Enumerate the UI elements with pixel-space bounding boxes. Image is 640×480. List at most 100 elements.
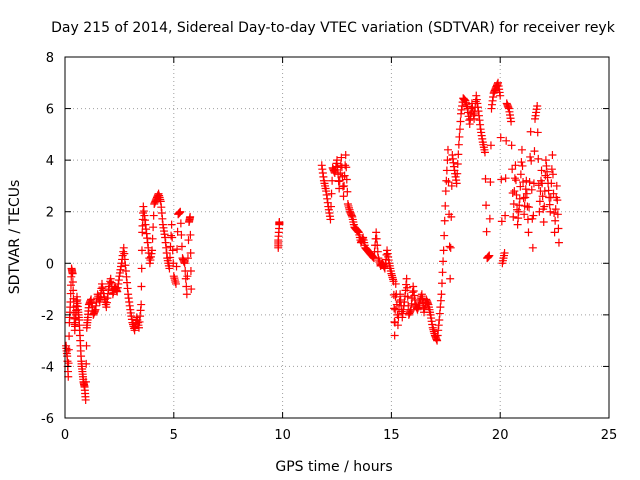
data-point: [338, 182, 347, 191]
data-point: [81, 377, 90, 386]
y-tick-label: -2: [41, 309, 54, 324]
data-point: [342, 175, 351, 184]
data-point: [121, 261, 130, 270]
data-point: [140, 216, 149, 225]
data-point: [529, 211, 538, 220]
data-point: [522, 189, 531, 198]
data-point: [495, 88, 504, 97]
data-point: [500, 251, 509, 260]
y-tick-label: -4: [41, 360, 54, 375]
data-point: [493, 80, 502, 89]
data-point: [439, 246, 448, 255]
y-tick-label: 0: [46, 257, 54, 272]
data-point: [455, 132, 464, 141]
data-point: [183, 254, 192, 263]
data-point: [384, 256, 393, 265]
data-point: [550, 228, 559, 237]
x-tick-label: 5: [170, 428, 178, 443]
data-series-sdtvar: [62, 78, 563, 404]
x-axis-label: GPS time / hours: [275, 459, 392, 475]
data-point: [394, 313, 403, 322]
data-point: [117, 262, 126, 271]
data-point: [456, 117, 465, 126]
data-point: [446, 274, 455, 283]
y-tick-label: 8: [46, 51, 54, 66]
data-point: [127, 315, 136, 324]
data-point: [390, 331, 399, 340]
data-point: [342, 163, 351, 172]
data-point: [103, 289, 112, 298]
x-tick-label: 10: [274, 428, 291, 443]
data-point: [453, 160, 462, 169]
data-point: [447, 181, 456, 190]
data-point: [551, 216, 560, 225]
data-point: [148, 234, 157, 243]
data-point: [419, 303, 428, 312]
data-point: [187, 285, 196, 294]
data-point: [347, 211, 356, 220]
data-point: [182, 290, 191, 299]
data-point: [516, 170, 525, 179]
data-point: [334, 177, 343, 186]
data-point: [82, 341, 91, 350]
data-point: [526, 127, 535, 136]
data-point: [125, 301, 134, 310]
data-point: [533, 128, 542, 137]
data-point: [137, 264, 146, 273]
data-point: [137, 246, 146, 255]
data-point: [553, 210, 562, 219]
data-point: [551, 205, 560, 214]
data-point: [518, 161, 527, 170]
data-point: [443, 145, 452, 154]
data-point: [74, 313, 83, 322]
data-point: [523, 215, 532, 224]
data-point: [341, 161, 350, 170]
data-point: [446, 243, 455, 252]
data-point: [525, 178, 534, 187]
y-tick-label: 6: [46, 103, 54, 118]
data-point: [544, 186, 553, 195]
data-point: [67, 272, 76, 281]
data-point: [454, 150, 463, 159]
data-point: [523, 202, 532, 211]
data-point: [485, 214, 494, 223]
data-point: [186, 230, 195, 239]
data-point: [162, 248, 171, 257]
data-point: [173, 245, 182, 254]
data-point: [532, 105, 541, 114]
data-point: [423, 299, 432, 308]
data-point: [526, 152, 535, 161]
data-point: [119, 247, 128, 256]
data-point: [90, 306, 99, 315]
data-point: [512, 190, 521, 199]
data-point: [517, 158, 526, 167]
data-point: [327, 189, 336, 198]
data-point: [440, 231, 449, 240]
data-point: [443, 156, 452, 165]
data-point: [516, 182, 525, 191]
data-point: [180, 257, 189, 266]
data-point: [147, 249, 156, 258]
data-point: [406, 306, 415, 315]
data-point: [465, 116, 474, 125]
data-point: [511, 176, 520, 185]
data-point: [515, 201, 524, 210]
data-point: [530, 147, 539, 156]
data-point: [441, 187, 450, 196]
data-point: [156, 195, 165, 204]
data-point: [77, 352, 86, 361]
data-point: [391, 279, 400, 288]
data-point: [538, 192, 547, 201]
data-point: [62, 349, 71, 358]
chart-title: Day 215 of 2014, Sidereal Day-to-day VTE…: [51, 20, 616, 36]
data-point: [434, 321, 443, 330]
data-point: [101, 300, 110, 309]
data-point: [335, 184, 344, 193]
data-point: [97, 284, 106, 293]
data-point: [513, 205, 522, 214]
data-point: [540, 187, 549, 196]
data-point: [171, 277, 180, 286]
data-point: [158, 214, 167, 223]
data-point: [395, 297, 404, 306]
data-point: [64, 345, 73, 354]
